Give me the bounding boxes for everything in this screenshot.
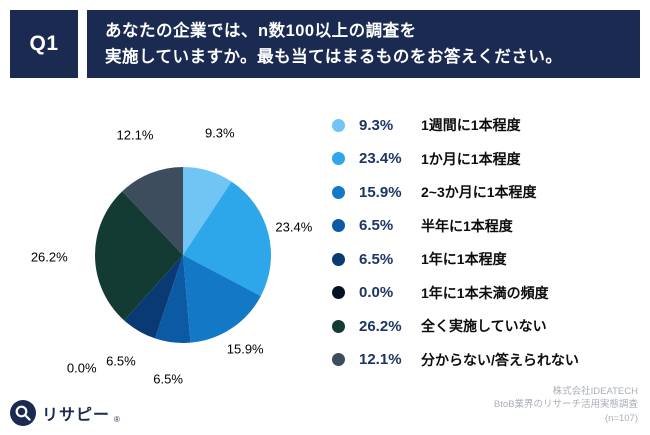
pie-chart-svg: [95, 167, 272, 343]
legend-category: 1か月に1本程度: [421, 150, 521, 167]
legend-color-dot: [332, 252, 345, 266]
source-survey-name: BtoB業界のリサーチ活用実態調査: [493, 399, 638, 410]
registered-mark: ®: [114, 415, 120, 424]
question-title: あなたの企業では、n数100以上の調査を 実施していますか。最も当てはまるものを…: [87, 10, 640, 78]
header: Q1 あなたの企業では、n数100以上の調査を 実施していますか。最も当てはまる…: [10, 10, 640, 78]
pie-value-label: 6.5%: [153, 371, 183, 387]
legend: 9.3% 1週間に1本程度 23.4% 1か月に1本程度 15.9% 2~3か月に1本程度…: [332, 114, 640, 382]
pie-slice: [183, 181, 272, 297]
pie-slice: [154, 255, 191, 343]
pie-slice: [124, 255, 183, 339]
legend-item: 23.4% 1か月に1本程度: [332, 148, 640, 170]
legend-color-dot: [332, 152, 345, 165]
question-title-line1: あなたの企業では、n数100以上の調査を: [105, 22, 417, 40]
pie-slice: [95, 191, 183, 321]
legend-percent: 26.2%: [359, 317, 402, 335]
legend-color-dot: [332, 319, 345, 333]
legend-percent: 6.5%: [359, 217, 394, 234]
pie-slice: [183, 255, 261, 343]
pie-slice: [183, 167, 232, 255]
magnifier-icon: [10, 400, 36, 426]
legend-category: 2~3か月に1本程度: [421, 184, 537, 200]
source-sample-size: (n=107): [604, 412, 638, 424]
legend-color-dot: [332, 185, 345, 199]
legend-category: 分からない/答えられない: [421, 351, 579, 368]
question-title-line2: 実施していますか。最も当てはまるものをお答えください。: [105, 48, 563, 66]
legend-item: 9.3% 1週間に1本程度: [332, 114, 640, 136]
legend-color-dot: [332, 118, 345, 132]
legend-item: 0.0% 1年に1本未満の頻度: [332, 282, 640, 304]
legend-category: 1年に1本未満の頻度: [421, 284, 549, 301]
legend-item: 15.9% 2~3か月に1本程度: [332, 181, 640, 203]
legend-item: 6.5% 半年に1本程度: [332, 215, 640, 237]
pie-value-label: 0.0%: [66, 360, 97, 375]
brand-logo-text: リサピー: [42, 407, 111, 424]
pie-value-label: 6.5%: [106, 353, 136, 369]
pie-value-label: 9.3%: [204, 125, 235, 141]
legend-item: 6.5% 1年に1本程度: [332, 248, 640, 270]
legend-percent: 23.4%: [359, 150, 402, 167]
legend-percent: 6.5%: [359, 250, 394, 268]
legend-category: 半年に1本程度: [421, 217, 513, 234]
legend-percent: 9.3%: [359, 116, 394, 134]
pie-value-label: 23.4%: [275, 219, 313, 235]
legend-percent: 15.9%: [359, 183, 402, 201]
legend-percent: 0.0%: [359, 284, 394, 301]
legend-percent: 12.1%: [359, 351, 402, 368]
legend-category: 1年に1本程度: [421, 251, 507, 267]
legend-color-dot: [332, 219, 345, 232]
legend-category: 全く実施していない: [421, 318, 547, 334]
legend-category: 1週間に1本程度: [421, 117, 521, 133]
question-number-badge: Q1: [10, 10, 78, 78]
legend-color-dot: [332, 353, 345, 366]
legend-item: 12.1% 分からない/答えられない: [332, 349, 640, 371]
pie-value-label: 12.1%: [116, 127, 154, 143]
source-note: 株式会社IDEATECH BtoB業界のリサーチ活用実態調査 (n=107): [494, 385, 638, 426]
source-company: 株式会社IDEATECH: [552, 385, 638, 397]
pie-value-label: 15.9%: [226, 341, 264, 357]
pie-chart: 9.3% 23.4% 15.9% 6.5% 6.5% 0.0% 26.2% 12.1%: [0, 95, 330, 395]
legend-item: 26.2% 全く実施していない: [332, 315, 640, 337]
legend-color-dot: [332, 286, 345, 299]
pie-value-label: 26.2%: [30, 249, 68, 265]
brand-logo: リサピー ®: [10, 400, 120, 426]
pie-slice: [122, 167, 183, 255]
